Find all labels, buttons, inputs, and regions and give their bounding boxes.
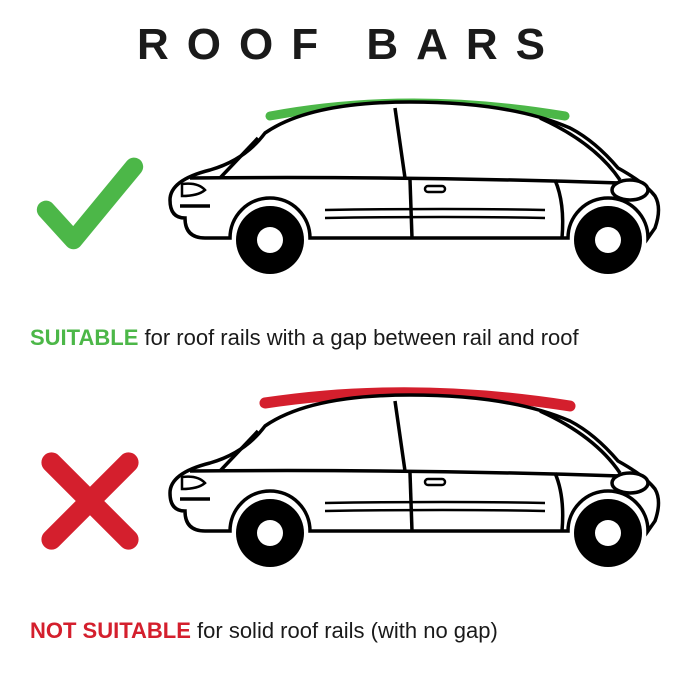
caption-suitable-rest: for roof rails with a gap between rail a… [138, 325, 578, 350]
caption-not-suitable: NOT SUITABLE for solid roof rails (with … [30, 617, 670, 646]
caption-suitable: SUITABLE for roof rails with a gap betwe… [30, 324, 670, 353]
check-icon [35, 153, 145, 263]
caption-suitable-strong: SUITABLE [30, 325, 138, 350]
panel-suitable: SUITABLE for roof rails with a gap betwe… [30, 88, 670, 353]
car-suitable [150, 88, 670, 308]
caption-not-suitable-rest: for solid roof rails (with no gap) [191, 618, 498, 643]
infographic: ROOF BARS [0, 0, 700, 700]
panel-not-suitable: NOT SUITABLE for solid roof rails (with … [30, 381, 670, 646]
title: ROOF BARS [30, 20, 670, 70]
panel-suitable-body [30, 88, 670, 308]
cross-icon [35, 446, 145, 556]
panel-not-suitable-body [30, 381, 670, 601]
cross-mark-col [30, 401, 150, 601]
car-suitable-col [150, 88, 670, 308]
check-mark-col [30, 108, 150, 308]
car-not-suitable-col [150, 381, 670, 601]
car-not-suitable [150, 381, 670, 601]
caption-not-suitable-strong: NOT SUITABLE [30, 618, 191, 643]
